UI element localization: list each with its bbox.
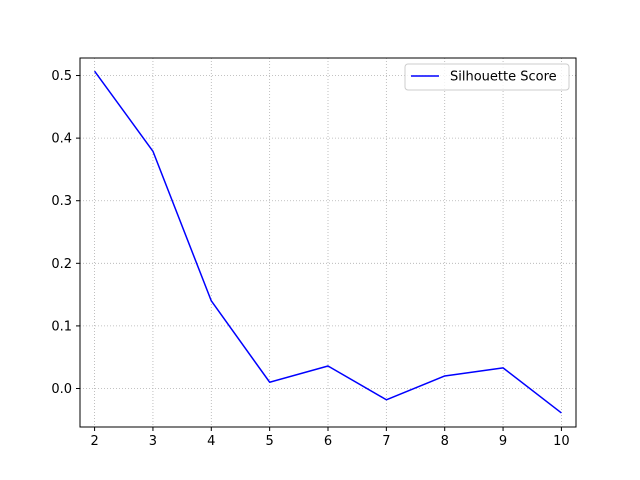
grid: [80, 58, 576, 427]
y-tick-label: 0.1: [51, 319, 72, 334]
axes: 2 3 4 5 6 7 8 9 10 0.0 0.1 0.2 0.3 0.4 0.5: [51, 57, 577, 449]
y-tick-label: 0.4: [51, 132, 72, 147]
axes-frame: [79, 57, 577, 428]
x-tick-label: 9: [499, 434, 507, 449]
y-tick-label: 0.3: [51, 194, 72, 209]
x-tick-label: 6: [324, 434, 332, 449]
y-tick-label: 0.2: [51, 257, 72, 272]
y-tick-label: 0.0: [51, 382, 72, 397]
x-tick-label: 3: [149, 434, 157, 449]
x-tick-label: 4: [207, 434, 215, 449]
legend-box: [404, 63, 570, 91]
legend-label-silhouette-score: Silhouette Score: [450, 70, 557, 85]
x-tick-label: 10: [553, 434, 570, 449]
plot-area: [93, 70, 562, 414]
x-tick-label: 8: [441, 434, 449, 449]
legend: Silhouette Score: [404, 63, 570, 91]
x-tick-label: 7: [382, 434, 390, 449]
x-tick-label: 2: [90, 434, 98, 449]
y-tick-label: 0.5: [51, 69, 72, 84]
x-tick-label: 5: [266, 434, 274, 449]
